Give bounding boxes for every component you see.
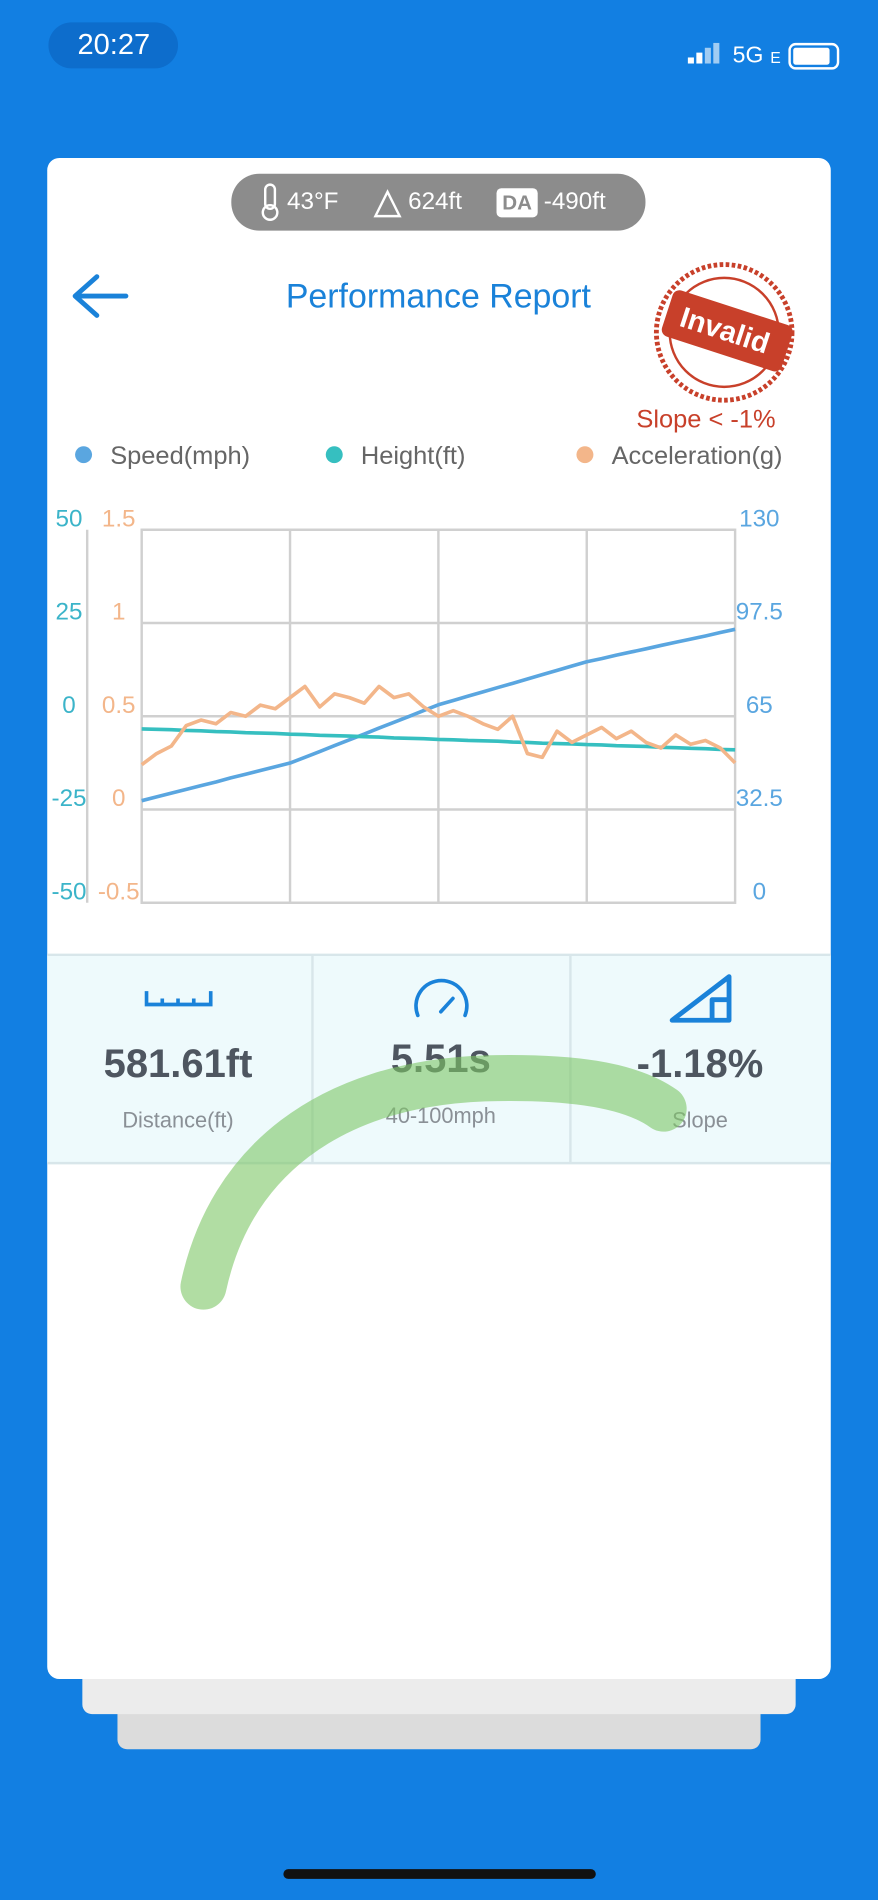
y2-tick-label: 130 bbox=[739, 505, 779, 532]
y-tick-label: 0 bbox=[62, 692, 75, 719]
series-line bbox=[141, 727, 736, 752]
y3-tick-label: 1.5 bbox=[102, 505, 136, 532]
y2-tick-label: 32.5 bbox=[736, 785, 783, 812]
thermometer-icon bbox=[261, 183, 279, 221]
time: 20:27 bbox=[77, 29, 150, 61]
y3-tick-label: -0.5 bbox=[98, 878, 140, 905]
series-line bbox=[141, 627, 736, 803]
network: 5G bbox=[733, 41, 764, 67]
density-altitude: -490ft bbox=[544, 188, 606, 215]
thermometer-tube bbox=[264, 183, 277, 211]
da-badge-box bbox=[496, 188, 538, 218]
legend-dot bbox=[325, 446, 343, 464]
y-tick-label: -25 bbox=[52, 785, 87, 812]
temperature: 43°F bbox=[287, 188, 338, 215]
signal bbox=[687, 42, 720, 64]
stamp-note: Slope < -1% bbox=[636, 405, 775, 433]
signal-bar bbox=[704, 47, 711, 64]
y2-tick-label: 0 bbox=[753, 878, 766, 905]
battery-level bbox=[793, 47, 830, 65]
y2-tick-label: 65 bbox=[746, 692, 773, 719]
series-line bbox=[140, 684, 737, 767]
swipe-gesture bbox=[180, 1055, 687, 1310]
thermometer-bulb bbox=[261, 204, 279, 221]
battery bbox=[788, 42, 840, 70]
time-pill bbox=[48, 22, 179, 69]
mountain-icon bbox=[373, 189, 402, 218]
legend-dot bbox=[576, 446, 594, 464]
slope-icon bbox=[669, 974, 732, 1023]
stats-panel bbox=[47, 954, 831, 1164]
stat-label: Distance(ft) bbox=[122, 1108, 233, 1133]
conditions-pill bbox=[231, 173, 646, 231]
stamp-band bbox=[661, 290, 793, 372]
chart: Speed(mph) Height(ft) Acceleration(g) -50 -2… bbox=[52, 442, 783, 906]
y2-tick-label: 97.5 bbox=[736, 599, 783, 626]
stat-value: -1.18% bbox=[637, 1042, 764, 1086]
y3-tick-label: 0 bbox=[112, 785, 125, 812]
da-badge: DA bbox=[502, 191, 532, 214]
y3-tick-label: 1 bbox=[112, 599, 125, 626]
legend-label: Acceleration(g) bbox=[612, 442, 783, 470]
invalid-stamp: Invalid bbox=[653, 262, 795, 403]
signal-bar bbox=[687, 57, 694, 64]
stat-value: 581.61ft bbox=[104, 1042, 253, 1086]
home-indicator bbox=[283, 1869, 596, 1879]
y-tick-label: -50 bbox=[52, 878, 87, 905]
legend-label: Speed(mph) bbox=[110, 442, 250, 470]
y-tick-label: 50 bbox=[56, 505, 83, 532]
network-sub: E bbox=[770, 50, 781, 67]
legend-dot bbox=[75, 446, 93, 464]
back-button[interactable] bbox=[72, 274, 129, 318]
legend-label: Height(ft) bbox=[361, 442, 466, 470]
card bbox=[47, 157, 831, 1680]
y-tick-label: 25 bbox=[56, 599, 83, 626]
y3-tick-label: 0.5 bbox=[102, 692, 136, 719]
elevation: 624ft bbox=[408, 188, 462, 215]
signal-bar bbox=[696, 52, 703, 64]
page-title: Performance Report bbox=[286, 277, 592, 315]
ruler-icon bbox=[144, 991, 213, 1007]
speedometer-icon bbox=[414, 978, 469, 1018]
signal-bar bbox=[713, 42, 720, 64]
